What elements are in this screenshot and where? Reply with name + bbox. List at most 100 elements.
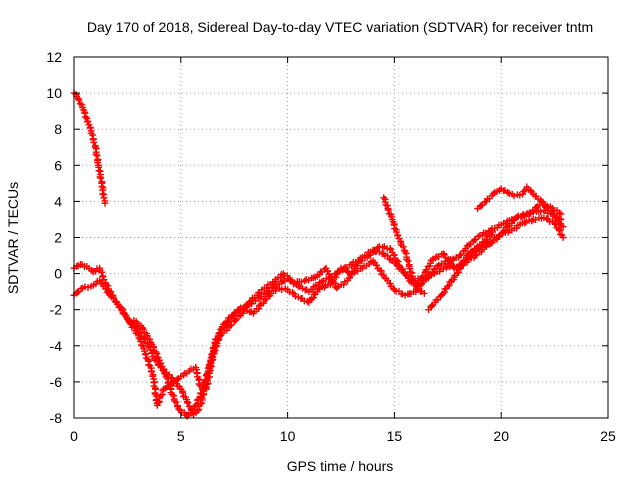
- data-point: [432, 254, 439, 262]
- y-tick-label: 4: [54, 193, 62, 209]
- data-point: [179, 389, 187, 397]
- y-tick-label: -2: [50, 302, 63, 318]
- data-point: [538, 198, 546, 205]
- data-point: [513, 213, 521, 221]
- data-point: [150, 344, 157, 351]
- data-point: [440, 250, 447, 258]
- data-point: [92, 150, 100, 158]
- data-series: [70, 89, 567, 420]
- data-point: [100, 194, 108, 202]
- data-point: [97, 174, 105, 182]
- x-tick-label: 10: [280, 428, 296, 444]
- data-point: [330, 278, 338, 286]
- data-point: [465, 241, 473, 249]
- y-tick-label: -4: [50, 338, 63, 354]
- series-arc-5: [380, 194, 428, 297]
- data-point: [160, 369, 168, 377]
- data-point: [168, 391, 176, 398]
- data-point: [155, 398, 163, 406]
- data-point: [134, 331, 142, 339]
- data-point: [99, 190, 107, 198]
- data-point: [399, 243, 407, 251]
- data-point: [384, 206, 392, 214]
- data-point: [91, 143, 99, 151]
- data-point: [444, 282, 452, 290]
- data-point: [559, 234, 567, 241]
- x-axis-label: GPS time / hours: [287, 458, 394, 474]
- data-point: [210, 348, 218, 355]
- data-point: [213, 340, 221, 348]
- y-tick-label: 6: [54, 157, 62, 173]
- series-arc-6: [425, 228, 497, 314]
- data-point: [477, 202, 485, 210]
- data-point: [532, 216, 539, 224]
- x-tick-label: 15: [387, 428, 403, 444]
- data-point: [184, 399, 192, 407]
- data-point: [420, 290, 428, 297]
- data-point: [393, 257, 401, 264]
- data-point: [464, 253, 472, 261]
- data-point: [410, 277, 418, 285]
- y-tick-label: 12: [46, 49, 62, 65]
- data-point: [403, 255, 411, 263]
- data-point: [315, 285, 323, 293]
- data-point: [521, 219, 529, 227]
- data-point: [489, 228, 497, 236]
- data-point: [551, 220, 559, 228]
- data-point: [428, 302, 436, 310]
- data-point: [456, 252, 464, 259]
- data-point: [172, 398, 180, 406]
- data-point: [510, 192, 518, 200]
- data-point: [543, 215, 551, 222]
- data-point: [528, 217, 536, 225]
- data-point: [439, 265, 447, 273]
- data-point: [278, 286, 286, 294]
- grid: [74, 57, 608, 418]
- data-point: [260, 299, 267, 307]
- data-point: [537, 208, 545, 216]
- data-point: [96, 173, 104, 181]
- y-tick-label: 0: [54, 266, 62, 282]
- y-tick-label: -8: [50, 410, 63, 426]
- data-point: [255, 305, 263, 313]
- x-tick-label: 5: [177, 428, 185, 444]
- data-point: [289, 289, 296, 296]
- data-point: [153, 401, 161, 409]
- series-arc-4: [130, 201, 565, 420]
- data-point: [487, 240, 494, 248]
- data-point: [84, 284, 92, 292]
- data-point: [139, 325, 147, 333]
- data-point: [73, 288, 81, 296]
- data-point: [290, 279, 298, 287]
- data-point: [98, 268, 106, 276]
- data-point: [194, 407, 202, 415]
- data-point: [139, 342, 147, 350]
- data-point: [197, 389, 205, 397]
- series-arc-7: [474, 183, 567, 231]
- data-point: [95, 167, 103, 174]
- y-tick-label: 8: [54, 121, 62, 137]
- y-tick-label: -6: [50, 374, 63, 390]
- data-point: [557, 210, 565, 218]
- x-tick-label: 25: [600, 428, 616, 444]
- data-point: [418, 273, 426, 281]
- data-point: [419, 272, 427, 280]
- data-point: [399, 265, 406, 273]
- data-point: [127, 320, 135, 328]
- data-point: [226, 322, 234, 330]
- data-point: [174, 376, 181, 383]
- x-tick-label: 20: [493, 428, 509, 444]
- data-point: [559, 223, 567, 231]
- data-point: [437, 291, 445, 299]
- data-point: [101, 199, 109, 207]
- data-point: [205, 364, 212, 372]
- y-tick-label: 2: [54, 230, 62, 246]
- data-point: [444, 255, 452, 263]
- chart-title: Day 170 of 2018, Sidereal Day-to-day VTE…: [87, 19, 593, 35]
- data-point: [298, 278, 305, 286]
- data-point: [261, 296, 269, 304]
- data-point: [232, 317, 239, 325]
- data-point: [102, 285, 110, 293]
